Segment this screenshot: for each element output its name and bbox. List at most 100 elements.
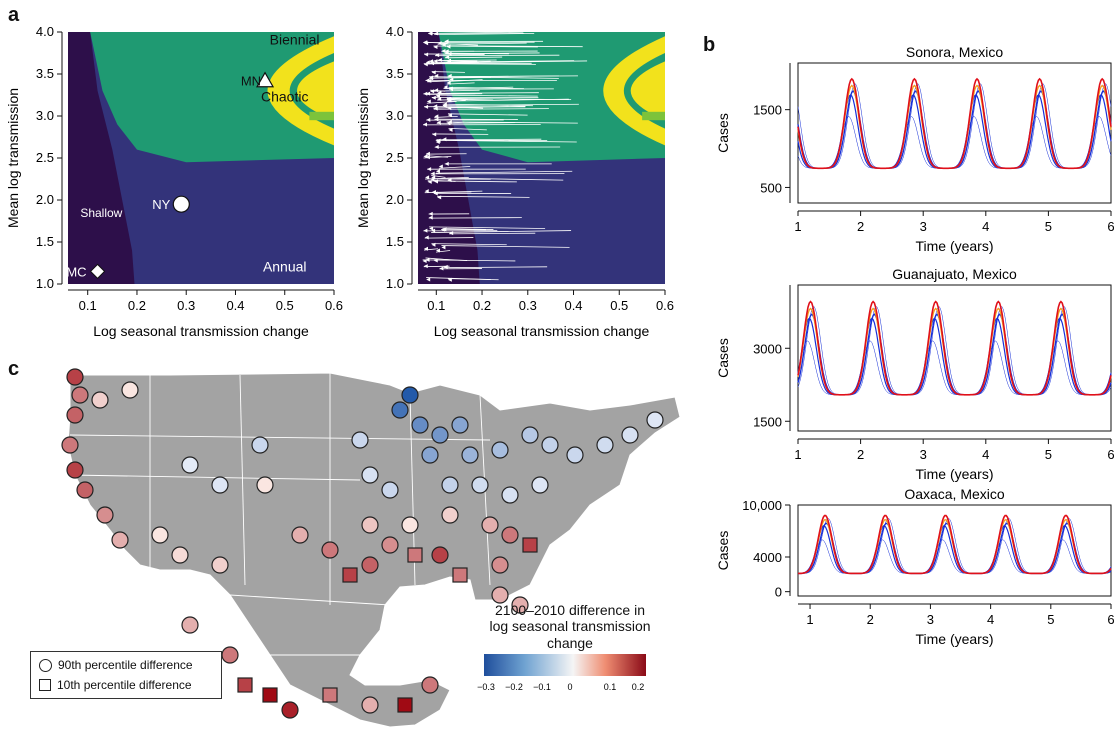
sim-blue [797, 313, 1112, 396]
x-tick-label: 4 [982, 447, 989, 462]
circle-marker [71, 386, 89, 404]
y-tick-label: 2.5 [36, 150, 54, 165]
shift-arrowhead [426, 99, 431, 104]
x-tick-label: 4 [987, 612, 994, 627]
border-line [229, 594, 391, 606]
circle-marker [411, 416, 429, 434]
plot-title: Guanajuato, Mexico [892, 266, 1017, 282]
circle-marker [541, 436, 559, 454]
colorbar-gradient [484, 654, 646, 676]
shift-arrowhead [443, 85, 448, 90]
chaotic-region-inner [297, 61, 334, 121]
shift-arrow [424, 237, 474, 239]
shift-arrowhead [424, 104, 429, 109]
shift-arrowhead [442, 137, 447, 142]
heatmap-regions [68, 32, 335, 284]
y-tick-label: 1.0 [36, 276, 54, 291]
shift-arrow [425, 257, 451, 261]
shift-arrow [442, 138, 542, 141]
shift-arrowhead [448, 86, 453, 91]
sim-red [798, 514, 1112, 575]
shift-arrow [446, 121, 578, 124]
circle-marker [281, 701, 299, 719]
x-axis-title: Time (years) [915, 631, 993, 647]
shift-arrowhead [431, 70, 436, 75]
circle-marker [171, 546, 189, 564]
x-tick-label: 0.1 [427, 298, 445, 313]
square-marker [452, 567, 468, 583]
shift-arrowhead [446, 44, 451, 49]
shift-arrowhead [425, 257, 430, 262]
shift-arrowhead [424, 235, 429, 240]
shift-arrowhead [447, 97, 452, 102]
colorbar-title-2: log seasonal transmission [489, 618, 651, 634]
shift-arrowhead [447, 178, 452, 183]
shift-arrowhead [428, 211, 433, 216]
shift-arrowhead [437, 97, 442, 102]
shift-arrowhead [434, 117, 439, 122]
shift-arrow [445, 56, 503, 59]
legend-circle-label: 90th percentile difference [58, 658, 193, 672]
shift-arrowhead [437, 58, 442, 63]
circle-marker [121, 381, 139, 399]
y-tick-label: 1500 [753, 414, 782, 429]
shift-arrowhead [429, 59, 434, 64]
region-label-chaotic: Chaotic [261, 89, 308, 105]
shift-arrowhead [435, 169, 440, 174]
colorbar-tick-label: 0 [567, 682, 572, 692]
x-axis-title: Log seasonal transmission change [93, 323, 309, 339]
shift-arrowhead [429, 226, 434, 231]
region-label-biennial: Biennial [270, 32, 320, 48]
circle-marker [361, 466, 379, 484]
timeseries-sonora: Sonora, Mexico 1 2 3 4 5 6 Time (years) 500 1500 C… [715, 44, 1115, 254]
shift-arrow [441, 245, 570, 248]
legend-square-label: 10th percentile difference [57, 678, 192, 692]
shift-arrowhead [427, 179, 432, 184]
y-axis-title: Cases [715, 338, 731, 378]
shift-arrowhead [435, 53, 440, 58]
circle-marker [66, 368, 84, 386]
shift-arrow [426, 93, 483, 95]
map-north-america [61, 368, 681, 728]
shift-arrow [431, 71, 465, 73]
plot-frame [797, 62, 1112, 204]
y-tick-label: 3.5 [36, 66, 54, 81]
shift-arrowhead [430, 89, 435, 94]
shift-arrow [449, 232, 536, 235]
shift-arrow [425, 176, 469, 180]
circle-marker [421, 676, 439, 694]
x-tick-label: 0.3 [519, 298, 537, 313]
x-tick-label: 0.1 [79, 298, 97, 313]
sim-blue [797, 90, 1112, 169]
colorbar-tick-label: −0.1 [533, 682, 551, 692]
circle-marker [501, 526, 519, 544]
x-tick-label: 2 [867, 612, 874, 627]
circle-marker [596, 436, 614, 454]
shift-arrowhead [429, 76, 434, 81]
circle-marker [521, 426, 539, 444]
shift-arrowhead [431, 95, 436, 100]
shift-arrow [437, 42, 527, 45]
circle-marker [66, 461, 84, 479]
border-line [69, 434, 491, 441]
square-legend-icon [39, 679, 51, 691]
shift-arrowhead [423, 122, 428, 127]
shift-arrow [429, 60, 491, 64]
y-tick-label: 1.5 [36, 234, 54, 249]
y-tick-label: 3.0 [386, 108, 404, 123]
y-tick-label: 1500 [753, 103, 782, 118]
biennial-region [90, 32, 335, 163]
chaotic-region-outer [603, 36, 665, 146]
y-axis-title: Mean log transmission [5, 88, 21, 228]
circle-marker [361, 556, 379, 574]
shift-arrow [434, 89, 480, 92]
circle-marker [361, 516, 379, 534]
land-mass [67, 372, 681, 728]
circle-marker [441, 506, 459, 524]
shift-arrow [433, 105, 526, 109]
shift-arrow [423, 63, 536, 65]
shift-arrow [435, 54, 560, 57]
circle-marker [291, 526, 309, 544]
circle-marker [251, 436, 269, 454]
shift-arrowhead [433, 44, 438, 49]
